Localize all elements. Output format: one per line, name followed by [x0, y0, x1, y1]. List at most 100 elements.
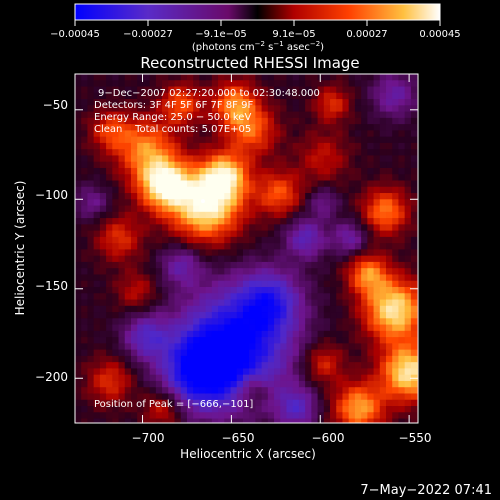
- heatmap-cell: [137, 199, 145, 207]
- heatmap-cell: [224, 286, 232, 294]
- heatmap-cell: [410, 186, 418, 194]
- heatmap-cell: [386, 180, 393, 188]
- heatmap-cell: [386, 86, 393, 94]
- heatmap-cell: [168, 111, 176, 119]
- heatmap-cell: [342, 193, 350, 200]
- heatmap-cell: [398, 305, 406, 313]
- heatmap-cell: [218, 274, 225, 282]
- heatmap-cell: [404, 205, 412, 213]
- heatmap-cell: [286, 337, 294, 344]
- heatmap-cell: [249, 324, 256, 332]
- heatmap-cell: [174, 362, 182, 370]
- heatmap-cell: [255, 418, 263, 423]
- heatmap-cell: [93, 167, 101, 175]
- heatmap-cell: [174, 255, 182, 263]
- heatmap-cell: [298, 230, 306, 238]
- heatmap-cell: [118, 136, 126, 144]
- heatmap-cell: [398, 80, 406, 88]
- heatmap-cell: [87, 318, 95, 326]
- heatmap-cell: [267, 374, 275, 382]
- heatmap-cell: [186, 305, 194, 313]
- heatmap-cell: [124, 243, 132, 250]
- heatmap-cell: [168, 337, 176, 344]
- heatmap-cell: [118, 324, 126, 332]
- heatmap-cell: [367, 117, 375, 125]
- heatmap-cell: [249, 249, 256, 257]
- heatmap-cell: [186, 80, 194, 88]
- heatmap-cell: [149, 362, 157, 370]
- x-tick-label-2: −600: [312, 431, 345, 445]
- heatmap-cell: [75, 399, 82, 407]
- heatmap-cell: [311, 199, 319, 207]
- heatmap-cell: [137, 249, 145, 257]
- heatmap-cell: [292, 312, 300, 319]
- heatmap-cell: [398, 380, 406, 388]
- heatmap-cell: [373, 406, 381, 413]
- heatmap-cell: [255, 305, 263, 313]
- heatmap-cell: [242, 117, 250, 125]
- heatmap-cell: [280, 380, 288, 388]
- heatmap-cell: [298, 193, 306, 200]
- y-axis-label: Heliocentric Y (arcsec): [13, 181, 27, 316]
- heatmap-cell: [205, 324, 213, 332]
- heatmap-cell: [354, 380, 362, 388]
- heatmap-cell: [255, 330, 263, 338]
- heatmap-cell: [255, 249, 263, 257]
- heatmap-cell: [242, 324, 250, 332]
- heatmap-cell: [323, 224, 331, 232]
- heatmap-cell: [404, 330, 412, 338]
- heatmap-cell: [137, 374, 145, 382]
- heatmap-cell: [274, 412, 281, 420]
- heatmap-cell: [218, 343, 225, 351]
- heatmap-cell: [330, 224, 337, 232]
- heatmap-cell: [274, 80, 281, 88]
- heatmap-cell: [205, 86, 213, 94]
- heatmap-cell: [130, 274, 138, 282]
- heatmap-cell: [180, 368, 188, 376]
- heatmap-cell: [186, 124, 194, 131]
- heatmap-cell: [348, 174, 356, 182]
- heatmap-cell: [174, 167, 182, 175]
- heatmap-cell: [236, 124, 244, 131]
- heatmap-cell: [261, 243, 269, 250]
- colorbar-tick-label-2: −9.1e−05: [195, 29, 247, 40]
- heatmap-cell: [298, 243, 306, 250]
- heatmap-cell: [379, 236, 387, 244]
- heatmap-cell: [323, 387, 331, 395]
- heatmap-cell: [205, 355, 213, 363]
- heatmap-cell: [137, 268, 145, 276]
- heatmap-cell: [137, 349, 145, 357]
- heatmap-cell: [93, 305, 101, 313]
- heatmap-cell: [186, 236, 194, 244]
- heatmap-cell: [218, 362, 225, 370]
- heatmap-cell: [323, 318, 331, 326]
- heatmap-cell: [87, 136, 95, 144]
- heatmap-cell: [81, 99, 89, 106]
- heatmap-cell: [93, 205, 101, 213]
- heatmap-cell: [242, 167, 250, 175]
- heatmap-cell: [398, 324, 406, 332]
- heatmap-cell: [323, 130, 331, 138]
- heatmap-cell: [336, 412, 344, 420]
- heatmap-cell: [410, 280, 418, 288]
- heatmap-cell: [162, 199, 169, 207]
- heatmap-cell: [379, 155, 387, 163]
- heatmap-cell: [267, 124, 275, 131]
- heatmap-cell: [255, 362, 263, 370]
- heatmap-cell: [323, 380, 331, 388]
- heatmap-cell: [386, 149, 393, 157]
- heatmap-cell: [224, 362, 232, 370]
- heatmap-cell: [199, 92, 207, 100]
- heatmap-cell: [199, 193, 207, 200]
- heatmap-cell: [317, 74, 325, 81]
- heatmap-cell: [75, 218, 82, 225]
- heatmap-cell: [211, 330, 219, 338]
- heatmap-cell: [373, 249, 381, 257]
- heatmap-cell: [218, 337, 225, 344]
- heatmap-cell: [106, 406, 113, 413]
- heatmap-cell: [267, 243, 275, 250]
- heatmap-cell: [336, 305, 344, 313]
- heatmap-cell: [75, 268, 82, 276]
- heatmap-cell: [218, 406, 225, 413]
- heatmap-cell: [249, 142, 256, 150]
